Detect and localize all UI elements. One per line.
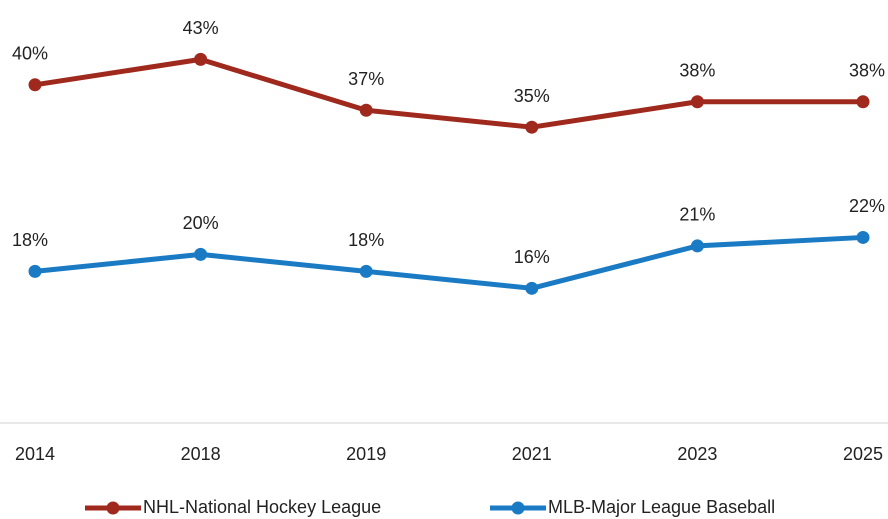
data-label: 20% (183, 213, 219, 233)
data-label: 38% (849, 61, 885, 81)
x-tick-label: 2023 (677, 444, 717, 464)
point-marker (359, 264, 373, 278)
data-label: 16% (514, 247, 550, 267)
x-tick-label: 2025 (843, 444, 883, 464)
data-label: 43% (183, 18, 219, 38)
point-marker (28, 78, 42, 92)
point-marker (525, 281, 539, 295)
data-label: 18% (12, 230, 48, 250)
series-line (34, 56, 863, 130)
data-label: 35% (514, 86, 550, 106)
x-tick-label: 2014 (15, 444, 55, 464)
legend-marker (511, 501, 525, 515)
point-marker (690, 239, 704, 253)
x-tick-label: 2018 (181, 444, 221, 464)
legend-marker (106, 501, 120, 515)
point-marker (359, 103, 373, 117)
data-label: 21% (679, 205, 715, 225)
legend-label: MLB-Major League Baseball (548, 497, 775, 517)
data-label: 22% (849, 196, 885, 216)
point-marker (525, 120, 539, 134)
point-marker (856, 230, 870, 244)
point-marker (194, 52, 208, 66)
data-label: 40% (12, 44, 48, 64)
x-tick-label: 2019 (346, 444, 386, 464)
point-marker (28, 264, 42, 278)
point-marker (690, 95, 704, 109)
x-tick-label: 2021 (512, 444, 552, 464)
data-label: 18% (348, 230, 384, 250)
data-label: 37% (348, 69, 384, 89)
legend-label: NHL-National Hockey League (143, 497, 381, 517)
point-marker (194, 247, 208, 261)
series-line (34, 234, 864, 291)
point-marker (856, 95, 870, 109)
data-label: 38% (679, 61, 715, 81)
